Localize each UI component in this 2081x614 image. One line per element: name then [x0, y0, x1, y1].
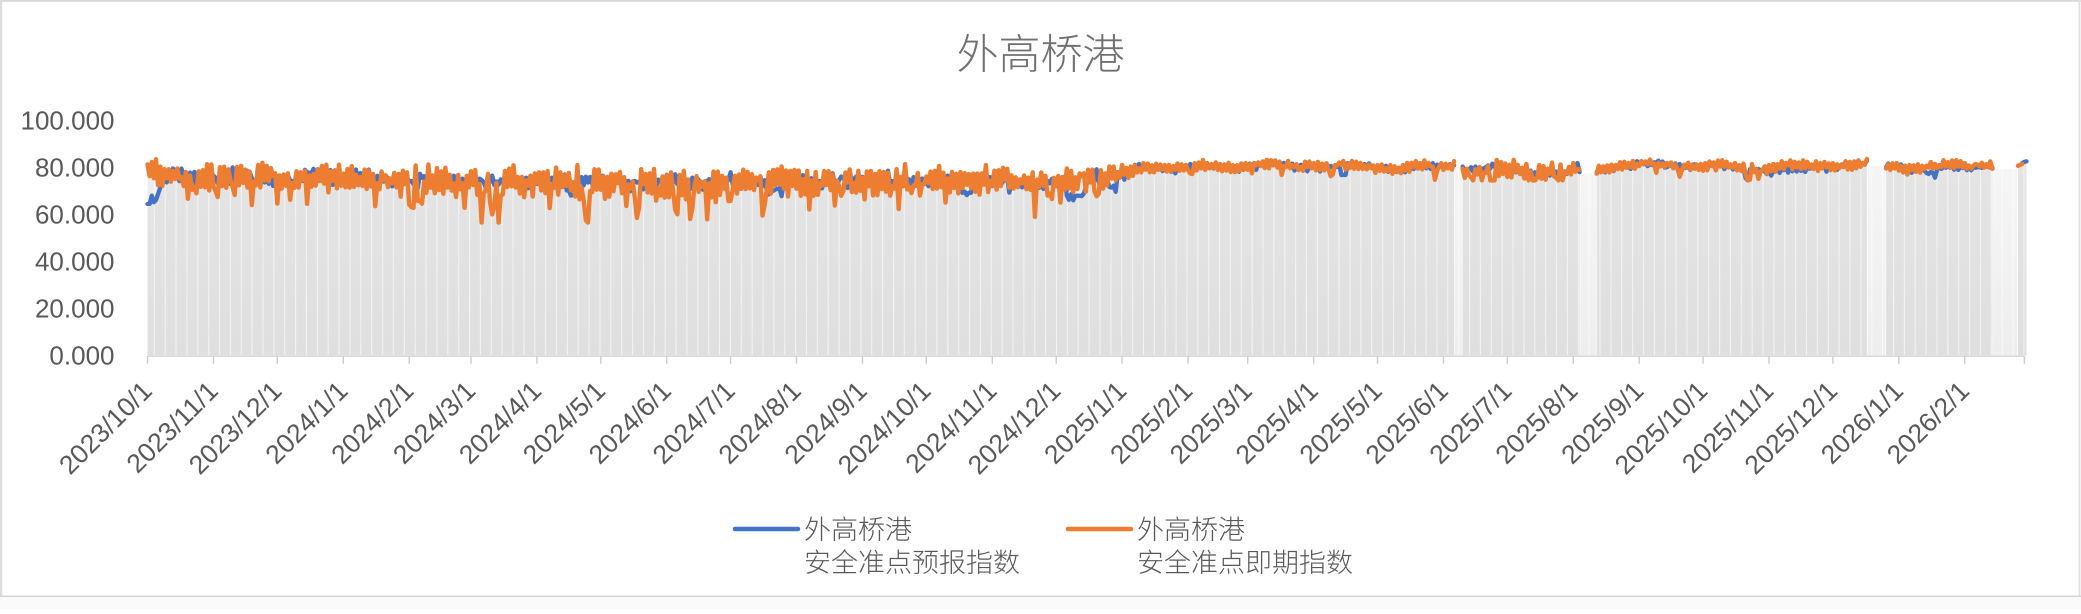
svg-text:80.000: 80.000: [35, 153, 115, 183]
svg-text:40.000: 40.000: [35, 246, 115, 276]
svg-text:60.000: 60.000: [35, 199, 115, 229]
svg-text:100.000: 100.000: [21, 106, 115, 136]
svg-text:20.000: 20.000: [35, 293, 115, 323]
svg-text:0.000: 0.000: [49, 340, 114, 370]
